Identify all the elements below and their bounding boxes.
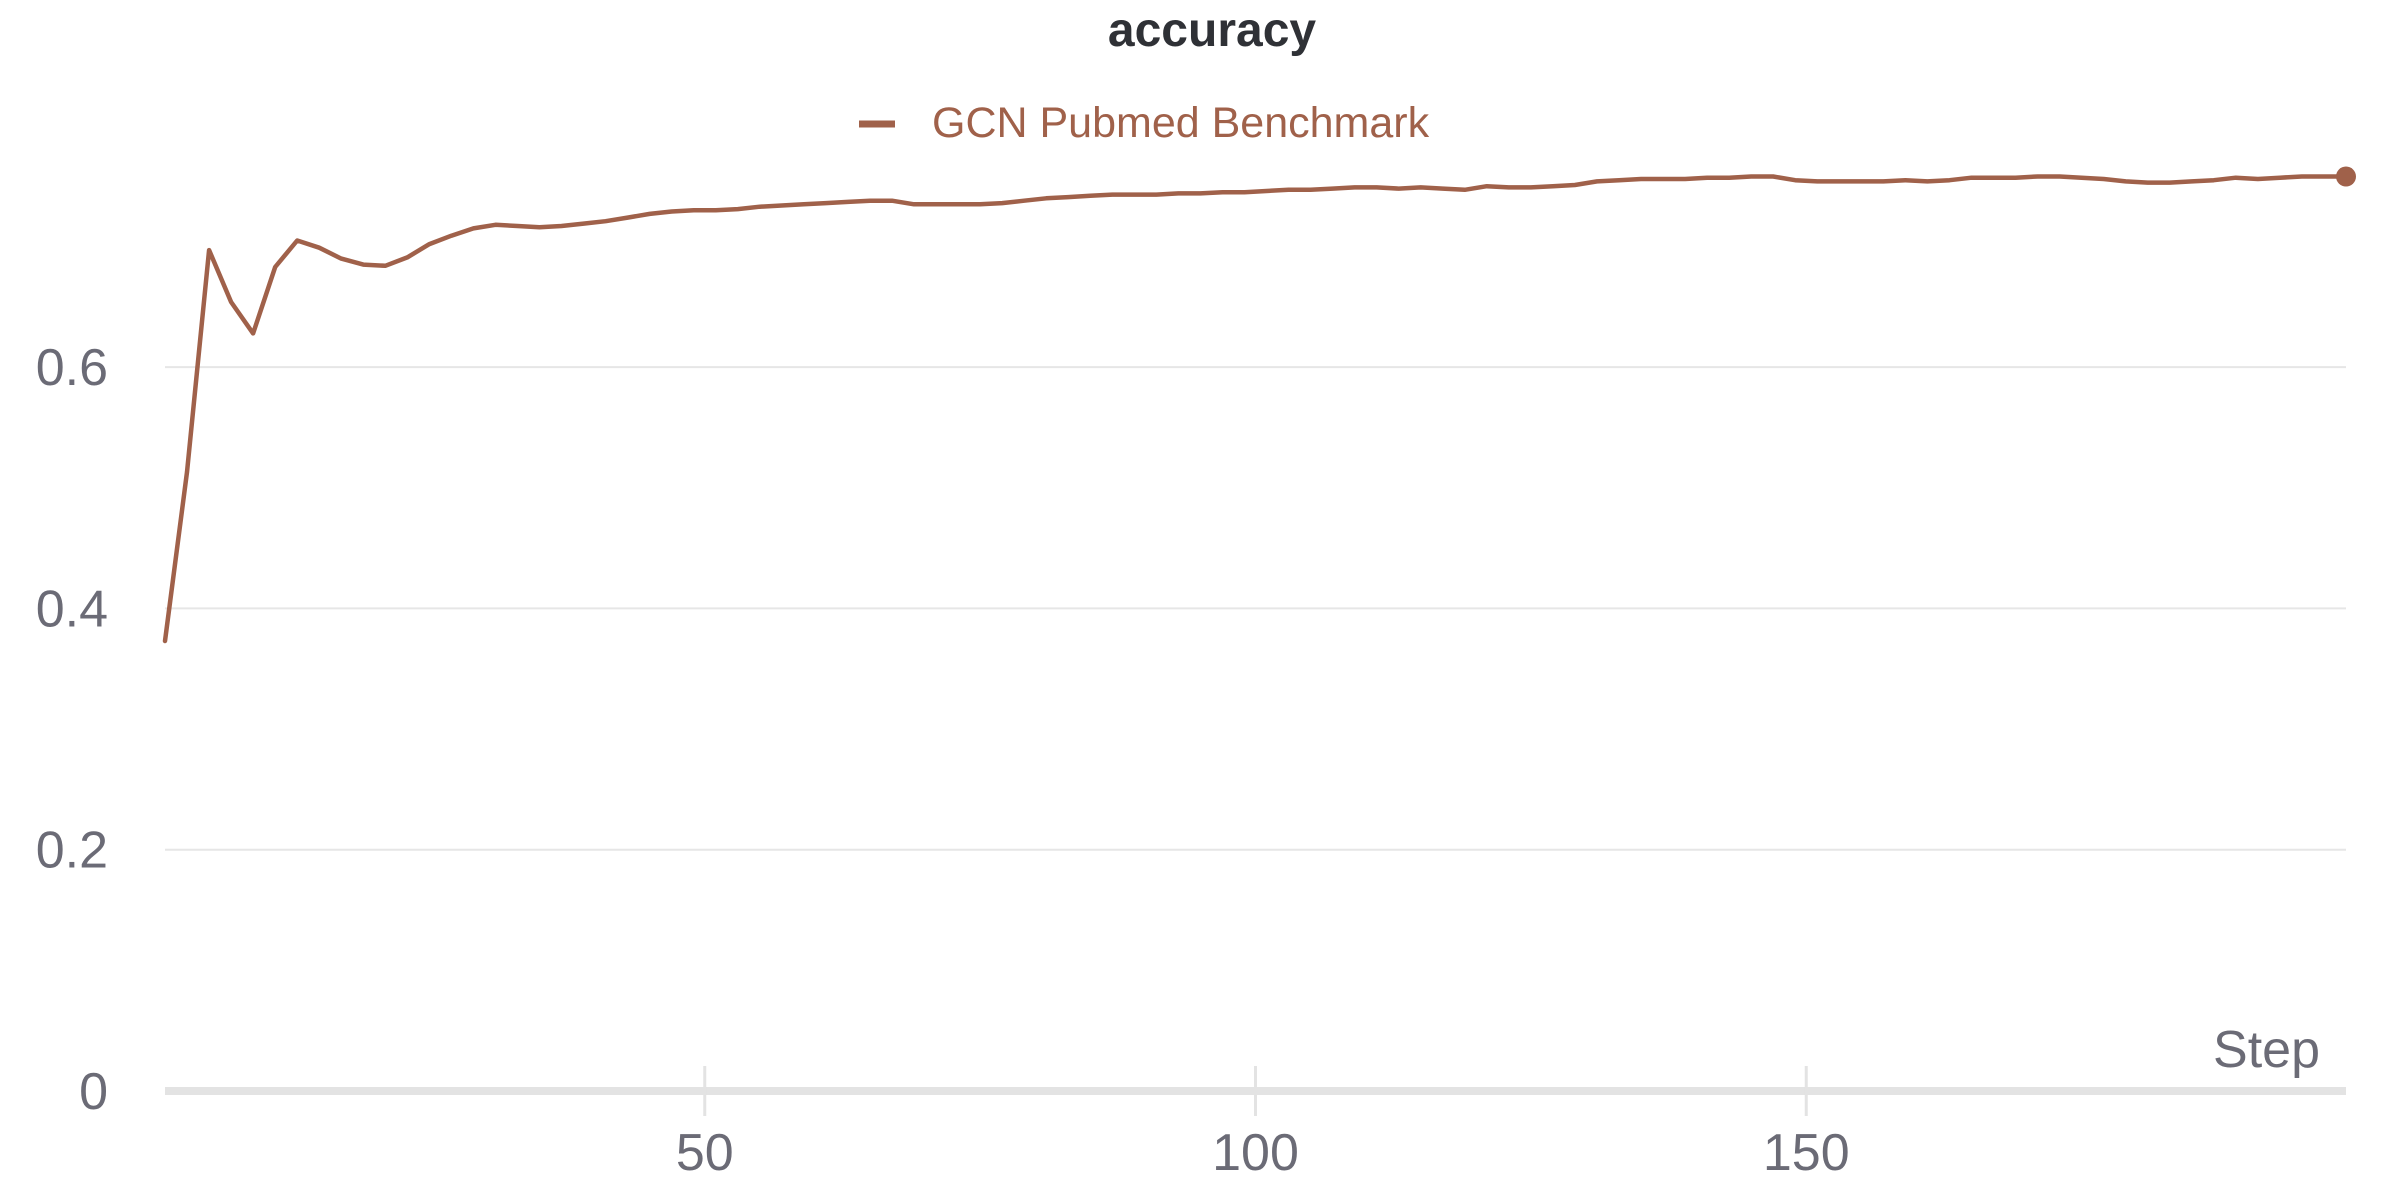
legend-label: GCN Pubmed Benchmark [932, 99, 1430, 147]
grid [165, 366, 2346, 851]
chart-title: accuracy [1108, 4, 1316, 57]
x-axis: 50 100 150 [165, 1066, 2346, 1182]
y-tick-label: 0.6 [36, 339, 108, 397]
x-axis-label: Step [2213, 1021, 2320, 1079]
y-tick-label: 0.2 [36, 822, 108, 880]
series-end-point [2336, 166, 2356, 187]
y-tick-label: 0.4 [36, 580, 108, 638]
series-line [162, 174, 2349, 644]
legend: GCN Pubmed Benchmark [859, 99, 1430, 147]
series-layer [162, 166, 2356, 644]
y-tick-label: 0 [79, 1063, 108, 1121]
x-tick-label: 150 [1763, 1124, 1850, 1182]
x-tick-label: 100 [1212, 1124, 1299, 1182]
x-tick-label: 50 [676, 1124, 734, 1182]
y-axis: 0 0.2 0.4 0.6 [36, 339, 108, 1121]
